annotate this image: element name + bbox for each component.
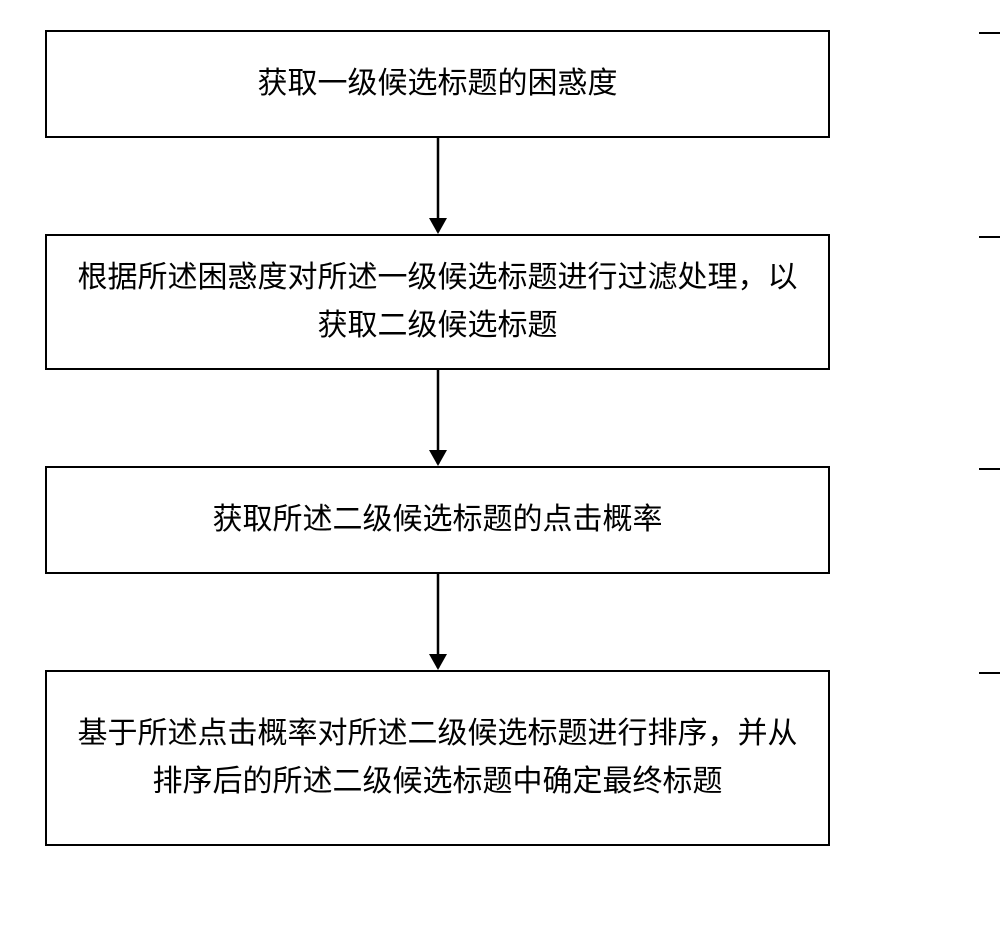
flow-text-s130: 获取所述二级候选标题的点击概率: [213, 496, 663, 544]
arrow-down-icon: [45, 370, 830, 466]
flow-text-s140: 基于所述点击概率对所述二级候选标题进行排序，并从排序后的所述二级候选标题中确定最…: [71, 710, 804, 806]
flow-step-s110: 获取一级候选标题的困惑度 S110: [45, 30, 955, 138]
bracket-icon: [979, 468, 1000, 510]
step-label-wrap: S140: [979, 670, 1000, 714]
arrow-down-icon: [45, 138, 830, 234]
step-label-wrap: S130: [979, 466, 1000, 510]
step-label-wrap: S110: [979, 30, 1000, 74]
bracket-icon: [979, 236, 1000, 278]
arrow-down-icon: [45, 574, 830, 670]
flow-box-s140: 基于所述点击概率对所述二级候选标题进行排序，并从排序后的所述二级候选标题中确定最…: [45, 670, 830, 846]
flow-box-s120: 根据所述困惑度对所述一级候选标题进行过滤处理，以获取二级候选标题: [45, 234, 830, 370]
bracket-icon: [979, 32, 1000, 74]
flow-step-s120: 根据所述困惑度对所述一级候选标题进行过滤处理，以获取二级候选标题 S120: [45, 234, 955, 370]
flow-box-s130: 获取所述二级候选标题的点击概率: [45, 466, 830, 574]
flow-step-s130: 获取所述二级候选标题的点击概率 S130: [45, 466, 955, 574]
flow-text-s110: 获取一级候选标题的困惑度: [258, 60, 618, 108]
step-label-wrap: S120: [979, 234, 1000, 278]
flow-text-s120: 根据所述困惑度对所述一级候选标题进行过滤处理，以获取二级候选标题: [71, 254, 804, 350]
bracket-icon: [979, 672, 1000, 714]
flow-step-s140: 基于所述点击概率对所述二级候选标题进行排序，并从排序后的所述二级候选标题中确定最…: [45, 670, 955, 846]
flow-box-s110: 获取一级候选标题的困惑度: [45, 30, 830, 138]
flowchart-container: 获取一级候选标题的困惑度 S110 根据所述困惑度对所述一级候选标题进行过滤处理…: [45, 30, 955, 846]
